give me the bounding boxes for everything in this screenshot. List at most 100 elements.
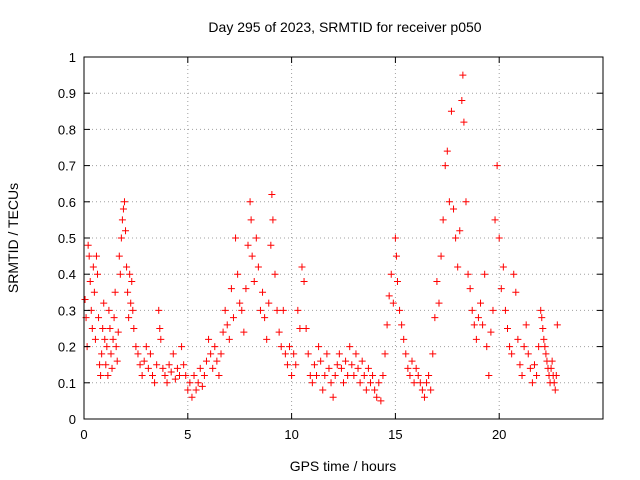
data-point [454, 263, 462, 271]
data-point [516, 361, 524, 369]
data-point [410, 379, 418, 387]
data-point [408, 357, 416, 365]
data-point [540, 335, 548, 343]
data-point [445, 198, 453, 206]
data-point [265, 299, 273, 307]
data-point [184, 386, 192, 394]
data-point [550, 379, 558, 387]
data-point [124, 288, 132, 296]
data-point [106, 325, 114, 332]
data-points [81, 71, 561, 405]
data-point [171, 375, 179, 383]
data-point [491, 216, 499, 224]
data-point [443, 147, 451, 155]
data-point [202, 357, 210, 365]
data-point [120, 198, 128, 206]
data-point [209, 364, 217, 372]
data-point [493, 162, 501, 170]
y-tick-label: 0.9 [58, 86, 76, 101]
y-tick-label: 0.1 [58, 376, 76, 391]
data-point [342, 357, 350, 365]
data-point [416, 379, 424, 387]
data-point [317, 357, 325, 365]
data-point [466, 285, 474, 293]
data-point [535, 343, 543, 351]
data-point [267, 241, 275, 249]
data-point [501, 306, 509, 314]
data-point [433, 277, 441, 285]
data-point [246, 198, 254, 206]
data-point [553, 321, 561, 329]
data-point [520, 343, 528, 351]
data-point [315, 343, 323, 351]
data-point [396, 306, 404, 314]
x-tick-label: 5 [184, 427, 191, 442]
data-point [412, 364, 420, 372]
data-point [470, 321, 478, 329]
data-point [102, 361, 110, 369]
y-tick-label: 0.5 [58, 231, 76, 246]
data-point [263, 335, 271, 343]
data-point [456, 227, 464, 235]
y-tick-label: 0 [69, 412, 76, 427]
data-point [242, 285, 250, 293]
data-point [423, 379, 431, 387]
data-point [441, 162, 449, 170]
data-point [541, 343, 549, 351]
data-point [348, 361, 356, 369]
data-point [157, 335, 165, 343]
data-point [439, 216, 447, 224]
data-point [178, 343, 186, 351]
data-point [283, 361, 291, 369]
data-point [288, 372, 296, 380]
data-point [425, 372, 433, 380]
data-point [356, 379, 364, 387]
data-point [104, 372, 112, 380]
data-point [504, 325, 512, 332]
data-point [88, 325, 96, 332]
data-point [294, 306, 302, 314]
data-point [207, 350, 215, 358]
data-point [109, 335, 117, 343]
data-point [84, 241, 92, 249]
data-point [113, 357, 121, 365]
data-point [354, 364, 362, 372]
data-point [389, 299, 397, 307]
data-point [427, 386, 435, 394]
data-point [514, 335, 522, 343]
y-tick-label: 0.4 [58, 267, 76, 282]
data-point [129, 306, 137, 314]
data-point [211, 343, 219, 351]
data-point [310, 361, 318, 369]
data-point [96, 361, 104, 369]
data-point [290, 350, 298, 358]
data-point [369, 372, 377, 380]
data-point [420, 393, 428, 401]
data-point [273, 306, 281, 314]
data-point [472, 335, 480, 343]
data-point [234, 270, 242, 278]
x-tick-label: 15 [388, 427, 402, 442]
data-point [404, 364, 412, 372]
data-point [153, 361, 161, 369]
data-point [325, 364, 333, 372]
data-point [119, 205, 127, 213]
data-point [524, 350, 532, 358]
data-point [352, 350, 360, 358]
data-point [495, 234, 503, 242]
data-point [155, 306, 163, 314]
data-point [98, 350, 106, 358]
data-point [92, 252, 100, 260]
data-point [323, 350, 331, 358]
data-point [248, 252, 256, 260]
data-point [489, 306, 497, 314]
data-point [364, 364, 372, 372]
y-tick-label: 0.8 [58, 122, 76, 137]
data-point [114, 328, 122, 336]
data-point [497, 285, 505, 293]
y-tick-label: 0.6 [58, 195, 76, 210]
x-tick-label: 10 [284, 427, 298, 442]
data-point [227, 285, 235, 293]
data-point [81, 296, 89, 304]
